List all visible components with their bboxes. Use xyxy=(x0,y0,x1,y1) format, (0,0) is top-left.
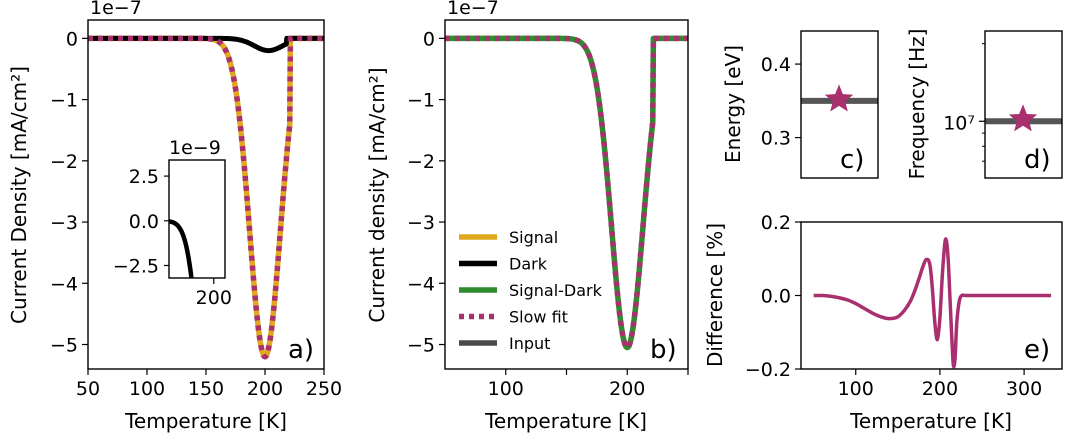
legend: Signal Dark Signal-Dark Slow fit Input xyxy=(459,228,603,353)
panel-b-y-tick-label-0: 0 xyxy=(423,28,435,50)
inset-plot-area xyxy=(169,219,194,278)
panel-a-x-tick-label-4: 250 xyxy=(306,378,342,400)
panel-e-y-label: Difference [%] xyxy=(703,223,727,367)
panel-b-offset-label: 1e−7 xyxy=(447,0,499,19)
panel-d-plot-area xyxy=(985,104,1062,132)
inset-offset-label: 1e−9 xyxy=(169,137,221,159)
panel-e-x-tick-label-2: 300 xyxy=(1006,378,1042,400)
panel-a-series-dark xyxy=(86,35,326,54)
panel-b-y-tick-label-2: −2 xyxy=(407,151,435,173)
panel-a-x-ticks: 50 100 150 200 250 xyxy=(76,369,342,400)
legend-label-0: Signal xyxy=(509,228,558,247)
inset-y-tick-label-1: 0.0 xyxy=(129,211,159,233)
panel-b-y-ticks: 0 −1 −2 −3 −4 −5 xyxy=(407,28,445,357)
panel-b-label: b) xyxy=(650,335,677,365)
panel-a: 50 100 150 200 250 0 −1 −2 −3 −4 −5 1e−7 Temperat… xyxy=(7,0,342,433)
panel-b-x-ticks: 100 200 xyxy=(488,369,689,400)
panel-e-x-tick-label-0: 100 xyxy=(838,378,874,400)
panel-a-y-label: Current Density [mA/cm²] xyxy=(7,66,31,324)
inset-frame xyxy=(168,159,226,279)
panel-b-y-tick-label-1: −1 xyxy=(407,90,435,112)
panel-e-x-label: Temperature [K] xyxy=(849,409,1012,433)
panel-a-plot-area xyxy=(85,35,327,360)
inset-y-ticks: 2.5 0.0 −2.5 xyxy=(113,166,169,277)
panel-a-x-label: Temperature [K] xyxy=(124,409,287,433)
panel-e-y-tick-label-0: 0.2 xyxy=(761,212,791,234)
panel-a-x-tick-label-2: 150 xyxy=(188,378,224,400)
panel-a-y-tick-label-2: −2 xyxy=(50,151,78,173)
panel-e-y-tick-label-1: 0.0 xyxy=(761,286,791,308)
panel-d-fit-star xyxy=(1008,104,1038,132)
inset-y-tick-label-0: 2.5 xyxy=(129,166,159,188)
panel-b-series-slow-fit xyxy=(442,35,691,351)
panel-a-y-tick-label-3: −3 xyxy=(50,212,78,234)
inset-series-dark xyxy=(169,219,194,278)
panel-e-x-ticks: 100 200 300 xyxy=(838,369,1042,400)
panel-a-offset-label: 1e−7 xyxy=(90,0,142,19)
panel-c-label: c) xyxy=(840,145,864,175)
panel-a-y-tick-label-1: −1 xyxy=(50,90,78,112)
panel-e-series-difference xyxy=(813,237,1052,369)
panel-b-y-tick-label-3: −3 xyxy=(407,212,435,234)
panel-c-y-ticks: 0.3 0.4 xyxy=(761,54,801,150)
panel-b-x-label: Temperature [K] xyxy=(484,409,647,433)
panel-e-y-tick-label-2: −0.2 xyxy=(745,359,791,381)
panel-b-y-tick-label-5: −5 xyxy=(407,335,435,357)
panel-e-plot-area xyxy=(813,237,1052,369)
panel-a-label: a) xyxy=(288,335,314,365)
panel-b-x-tick-label-0: 100 xyxy=(488,378,524,400)
panel-a-x-tick-label-0: 50 xyxy=(76,378,100,400)
panel-c-plot-area xyxy=(801,84,878,112)
panel-d: 10⁷ Frequency [Hz] d) xyxy=(905,29,1063,180)
legend-label-1: Dark xyxy=(509,255,548,274)
panel-d-y-label: Frequency [Hz] xyxy=(905,29,929,180)
panel-c: 0.3 0.4 Energy [eV] c) xyxy=(721,30,879,179)
panel-c-fit-star xyxy=(824,84,854,112)
panel-d-frame xyxy=(984,30,1063,179)
panel-c-y-tick-label-0: 0.3 xyxy=(761,128,791,150)
panel-a-y-tick-label-5: −5 xyxy=(50,335,78,357)
legend-label-3: Slow fit xyxy=(509,308,568,327)
inset-x-ticks: 200 xyxy=(196,278,232,309)
panel-a-y-tick-label-4: −4 xyxy=(50,273,78,295)
panel-e-label: e) xyxy=(1024,335,1050,365)
legend-label-4: Input xyxy=(509,334,550,353)
legend-label-2: Signal-Dark xyxy=(509,281,603,300)
panel-a-inset: 2.5 0.0 −2.5 200 1e−9 xyxy=(113,137,232,309)
panel-c-y-label: Energy [eV] xyxy=(721,45,745,163)
panel-e-y-ticks: 0.2 0.0 −0.2 xyxy=(745,212,801,381)
panel-a-y-ticks: 0 −1 −2 −3 −4 −5 xyxy=(50,28,88,357)
panel-a-x-tick-label-3: 200 xyxy=(247,378,283,400)
panel-a-series-slow-fit xyxy=(85,35,327,360)
panel-c-frame xyxy=(800,30,879,179)
panel-e: 100 200 300 0.2 0.0 −0.2 Temperature [K] Dif… xyxy=(703,212,1063,433)
panel-d-label: d) xyxy=(1024,145,1051,175)
panel-d-y-tick-label-0: 10⁷ xyxy=(943,112,975,134)
panel-b: 100 200 0−1−2−3−4−5 1e−7 Temperature [K] … xyxy=(365,0,691,433)
panel-b-y-label: Current density [mA/cm²] xyxy=(365,67,389,322)
panel-c-y-tick-label-1: 0.4 xyxy=(761,54,791,76)
inset-y-tick-label-2: −2.5 xyxy=(113,255,159,277)
panel-a-x-tick-label-1: 100 xyxy=(129,378,165,400)
panel-d-y-ticks: 10⁷ xyxy=(943,43,985,162)
inset-x-tick-label-0: 200 xyxy=(196,287,232,309)
panel-b-x-tick-label-2: 200 xyxy=(609,378,645,400)
inset-background xyxy=(169,160,225,278)
inset-curves xyxy=(169,219,194,278)
panel-e-x-tick-label-1: 200 xyxy=(922,378,958,400)
panel-b-plot-area xyxy=(442,35,691,351)
panel-a-y-tick-label-0: 0 xyxy=(66,28,78,50)
panel-b-y-tick-label-4: −4 xyxy=(407,273,435,295)
